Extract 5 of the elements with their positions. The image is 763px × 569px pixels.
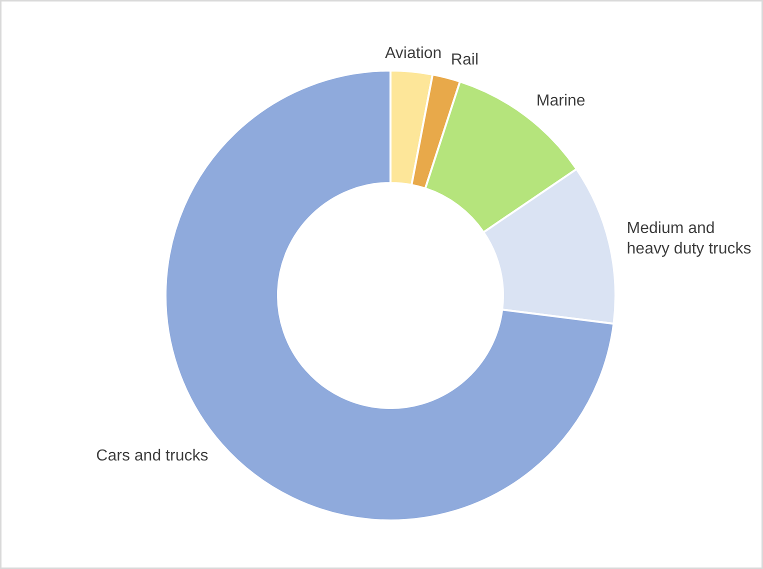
slice-label: Cars and trucks <box>96 448 208 465</box>
slice-label: Marine <box>536 92 586 110</box>
slice-label: Aviation <box>385 45 442 62</box>
slice-label: Rail <box>450 52 478 69</box>
slice-label: Medium and heavy duty trucks <box>626 220 752 258</box>
